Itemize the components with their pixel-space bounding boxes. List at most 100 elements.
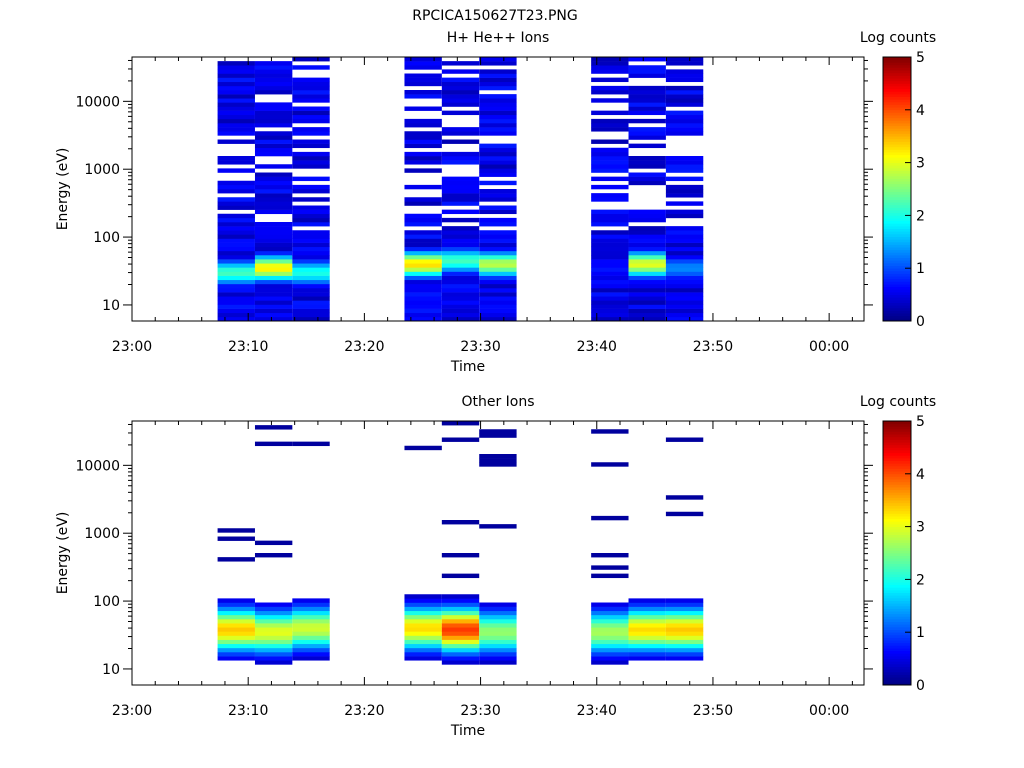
colorbar-tick-label: 2 bbox=[916, 208, 925, 224]
heatmap-cell bbox=[217, 275, 255, 281]
heatmap-cell bbox=[292, 267, 330, 272]
heatmap-cell bbox=[292, 151, 330, 157]
colorbar-swatch bbox=[883, 141, 911, 145]
heatmap-cell bbox=[479, 180, 517, 186]
heatmap-cell bbox=[217, 296, 255, 301]
colorbar-swatch bbox=[883, 125, 911, 129]
heatmap-cell bbox=[591, 316, 629, 322]
heatmap-cell bbox=[404, 619, 442, 624]
colorbar-tick-label: 3 bbox=[916, 520, 925, 536]
heatmap-cell bbox=[441, 292, 480, 297]
colorbar-swatch bbox=[883, 212, 911, 216]
heatmap-cell bbox=[591, 312, 629, 318]
colorbar-swatch bbox=[883, 431, 911, 435]
heatmap-cell bbox=[404, 222, 442, 227]
colorbar-swatch bbox=[883, 434, 911, 438]
heatmap-cell bbox=[441, 614, 480, 620]
x-axis-label: Time bbox=[450, 723, 485, 739]
heatmap-cell bbox=[292, 114, 330, 120]
heatmap-cell bbox=[441, 610, 480, 616]
heatmap-cell bbox=[479, 164, 517, 169]
colorbar-swatch bbox=[883, 305, 911, 309]
heatmap-cell bbox=[665, 627, 704, 632]
heatmap-cell bbox=[292, 209, 330, 215]
colorbar-swatch bbox=[883, 439, 911, 443]
heatmap-cell bbox=[441, 304, 480, 309]
colorbar-swatch bbox=[883, 492, 911, 496]
heatmap-cell bbox=[254, 172, 293, 177]
heatmap-cell bbox=[665, 94, 704, 99]
heatmap-cell bbox=[404, 123, 442, 128]
heatmap-cell bbox=[441, 250, 480, 256]
heatmap-cell bbox=[404, 213, 442, 219]
heatmap-cell bbox=[254, 288, 293, 293]
x-tick-label: 23:50 bbox=[693, 339, 733, 355]
heatmap-cell bbox=[479, 635, 517, 640]
heatmap-cell bbox=[628, 242, 666, 248]
heatmap-cell bbox=[217, 619, 255, 624]
colorbar-swatch bbox=[883, 677, 911, 681]
heatmap-cell bbox=[292, 602, 330, 607]
heatmap-cell bbox=[665, 312, 704, 318]
heatmap-cell bbox=[591, 639, 629, 645]
heatmap-cell bbox=[292, 90, 330, 95]
heatmap-cell bbox=[441, 201, 480, 206]
heatmap-cell bbox=[479, 271, 517, 276]
heatmap-cell bbox=[479, 296, 517, 301]
colorbar-swatch bbox=[883, 642, 911, 646]
plot-frame bbox=[131, 420, 865, 686]
heatmap-cell bbox=[292, 647, 330, 653]
heatmap-cell bbox=[628, 312, 666, 318]
heatmap-cell bbox=[441, 573, 480, 579]
heatmap-cell bbox=[665, 226, 704, 231]
heatmap-cell bbox=[404, 234, 442, 239]
colorbar-swatch bbox=[883, 233, 911, 237]
heatmap-cell bbox=[217, 123, 255, 128]
heatmap-cell bbox=[217, 217, 255, 223]
heatmap-cell bbox=[665, 610, 704, 616]
heatmap-cell bbox=[591, 300, 629, 305]
heatmap-cell bbox=[254, 283, 293, 289]
heatmap-cell bbox=[254, 660, 293, 665]
heatmap-cell bbox=[479, 160, 517, 165]
heatmap-cell bbox=[404, 275, 442, 281]
heatmap-cell bbox=[292, 189, 330, 194]
colorbar-swatch bbox=[883, 157, 911, 161]
colorbar-swatch bbox=[883, 133, 911, 137]
colorbar-swatch bbox=[883, 671, 911, 675]
colorbar-swatch bbox=[883, 64, 911, 68]
heatmap-cell bbox=[665, 246, 704, 252]
heatmap-cell bbox=[665, 598, 704, 603]
heatmap-cell bbox=[665, 160, 704, 165]
colorbar-swatch bbox=[883, 239, 911, 243]
colorbar-swatch bbox=[883, 107, 911, 111]
x-tick-label: 23:40 bbox=[577, 339, 617, 355]
heatmap-cell bbox=[292, 631, 330, 636]
heatmap-cell bbox=[479, 643, 517, 649]
colorbar-swatch bbox=[883, 529, 911, 533]
heatmap-cell bbox=[217, 528, 255, 533]
colorbar-swatch bbox=[883, 199, 911, 203]
heatmap-cell bbox=[441, 619, 480, 624]
heatmap-cell bbox=[254, 647, 293, 653]
colorbar-swatch bbox=[883, 547, 911, 551]
y-tick-label: 1000 bbox=[84, 162, 120, 178]
heatmap-cell bbox=[628, 172, 666, 177]
colorbar-swatch bbox=[883, 186, 911, 190]
heatmap-cell bbox=[591, 610, 629, 616]
heatmap-cell bbox=[254, 250, 293, 256]
colorbar-swatch bbox=[883, 149, 911, 153]
x-tick-label: 00:00 bbox=[809, 339, 849, 355]
heatmap-cell bbox=[217, 77, 255, 83]
heatmap-cell bbox=[591, 275, 629, 281]
colorbar-swatch bbox=[883, 505, 911, 509]
heatmap-cell bbox=[217, 180, 255, 186]
heatmap-cell bbox=[441, 271, 480, 276]
heatmap-cell bbox=[441, 647, 480, 653]
colorbar-swatch bbox=[883, 629, 911, 633]
heatmap-cell bbox=[665, 230, 704, 235]
colorbar-swatch bbox=[883, 70, 911, 74]
heatmap-cell bbox=[441, 316, 480, 322]
heatmap-cell bbox=[404, 61, 442, 66]
x-tick-label: 23:10 bbox=[228, 339, 268, 355]
